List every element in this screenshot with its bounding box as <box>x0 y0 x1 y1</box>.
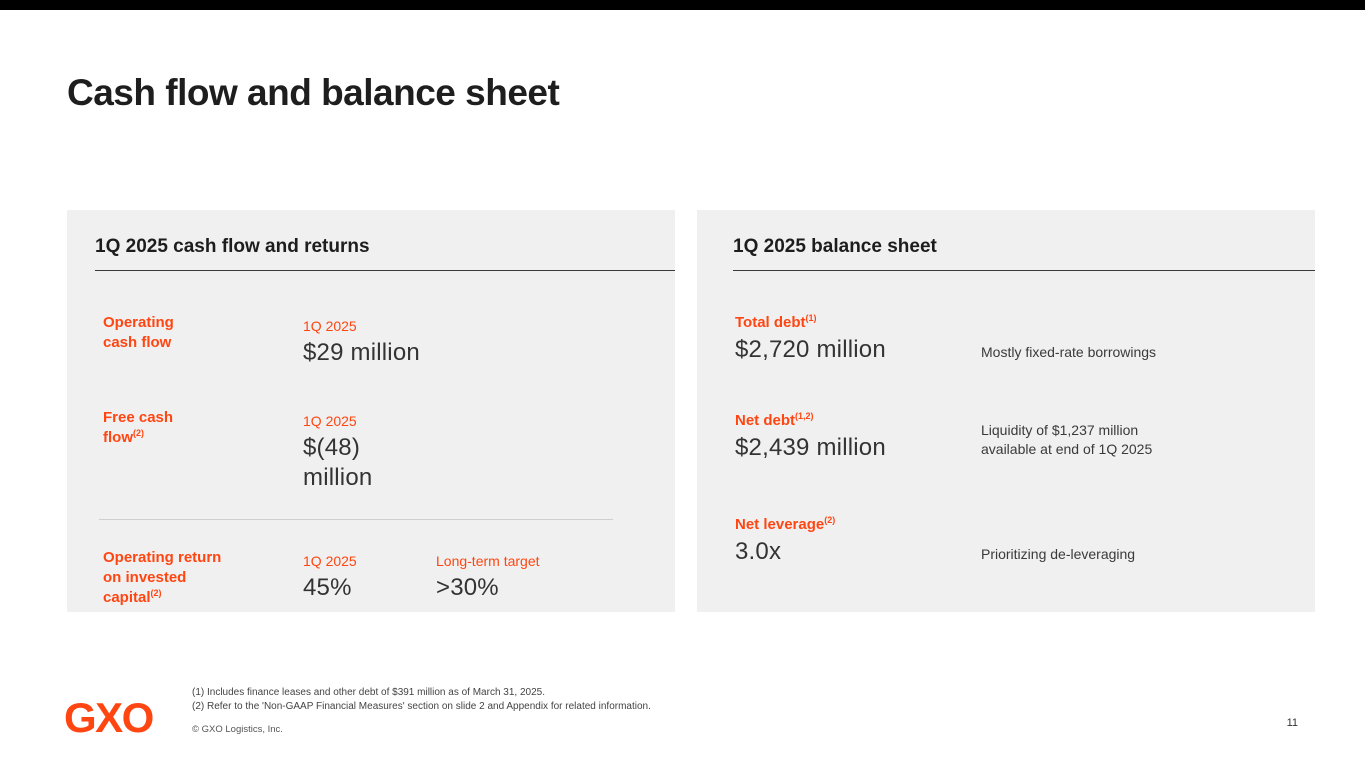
operating-return-value-group: 1Q 2025 45% <box>303 548 436 607</box>
balance-sheet-panel: 1Q 2025 balance sheet Total debt(1) $2,7… <box>697 210 1315 612</box>
gxo-logo: GXO <box>64 694 154 741</box>
footnotes: (1) Includes finance leases and other de… <box>192 686 651 714</box>
free-cash-flow-value: $(48) million <box>303 434 373 491</box>
net-debt-group: Net debt(1,2) $2,439 million <box>735 411 981 463</box>
balance-sheet-panel-heading: 1Q 2025 balance sheet <box>733 236 1315 271</box>
operating-return-row: Operating return on invested capital(2) … <box>95 548 675 607</box>
operating-cash-flow-label: Operating cash flow <box>103 313 303 368</box>
cash-flow-panel-heading: 1Q 2025 cash flow and returns <box>95 236 675 271</box>
label-text: Operating return on invested capital <box>103 549 222 606</box>
net-debt-note: Liquidity of $1,237 million available at… <box>981 422 1153 457</box>
net-leverage-label: Net leverage(2) <box>735 515 981 535</box>
net-debt-label: Net debt(1,2) <box>735 411 981 431</box>
period-label: 1Q 2025 <box>303 553 357 569</box>
label-superscript: (2) <box>133 427 144 438</box>
net-debt-value: $2,439 million <box>735 434 886 461</box>
operating-cash-flow-row: Operating cash flow 1Q 2025 $29 million <box>95 313 675 368</box>
top-accent-bar <box>0 0 1365 10</box>
panel-divider <box>99 519 613 520</box>
operating-cash-flow-value-group: 1Q 2025 $29 million <box>303 313 436 368</box>
net-leverage-group: Net leverage(2) 3.0x <box>735 515 981 567</box>
page-number: 11 <box>1286 717 1298 729</box>
label-text: Net leverage <box>735 516 825 533</box>
operating-cash-flow-value: $29 million <box>303 339 420 366</box>
label-text: Operating cash flow <box>103 314 174 351</box>
total-debt-value: $2,720 million <box>735 336 886 363</box>
long-term-target-label: Long-term target <box>436 553 540 569</box>
label-text: Net debt <box>735 412 795 429</box>
long-term-target-group: Long-term target >30% <box>436 548 540 607</box>
total-debt-label: Total debt(1) <box>735 313 981 333</box>
label-superscript: (2) <box>150 587 162 598</box>
total-debt-group: Total debt(1) $2,720 million <box>735 313 981 365</box>
label-superscript: (1,2) <box>795 411 814 421</box>
footnote-1: (1) Includes finance leases and other de… <box>192 687 545 698</box>
period-label: 1Q 2025 <box>303 413 357 429</box>
long-term-target-value: >30% <box>436 574 499 601</box>
free-cash-flow-row: Free cash flow(2) 1Q 2025 $(48) million <box>95 408 675 493</box>
label-superscript: (1) <box>805 313 817 323</box>
cash-flow-panel: 1Q 2025 cash flow and returns Operating … <box>67 210 675 612</box>
net-leverage-row: Net leverage(2) 3.0x Prioritizing de-lev… <box>733 515 1315 567</box>
free-cash-flow-label: Free cash flow(2) <box>103 408 303 493</box>
footnote-2: (2) Refer to the 'Non-GAAP Financial Mea… <box>192 701 651 712</box>
net-leverage-value: 3.0x <box>735 538 782 565</box>
operating-return-value: 45% <box>303 574 352 601</box>
total-debt-row: Total debt(1) $2,720 million Mostly fixe… <box>733 313 1315 365</box>
copyright-text: © GXO Logistics, Inc. <box>192 724 283 735</box>
label-text: Total debt <box>735 314 806 331</box>
operating-return-label: Operating return on invested capital(2) <box>103 548 303 607</box>
slide-title: Cash flow and balance sheet <box>67 72 560 113</box>
net-leverage-note: Prioritizing de-leveraging <box>981 546 1136 562</box>
net-debt-row: Net debt(1,2) $2,439 million Liquidity o… <box>733 411 1315 463</box>
free-cash-flow-value-group: 1Q 2025 $(48) million <box>303 408 436 493</box>
label-superscript: (2) <box>824 515 836 525</box>
period-label: 1Q 2025 <box>303 318 357 334</box>
total-debt-note: Mostly fixed-rate borrowings <box>981 344 1157 360</box>
label-text: Free cash flow <box>103 409 174 446</box>
